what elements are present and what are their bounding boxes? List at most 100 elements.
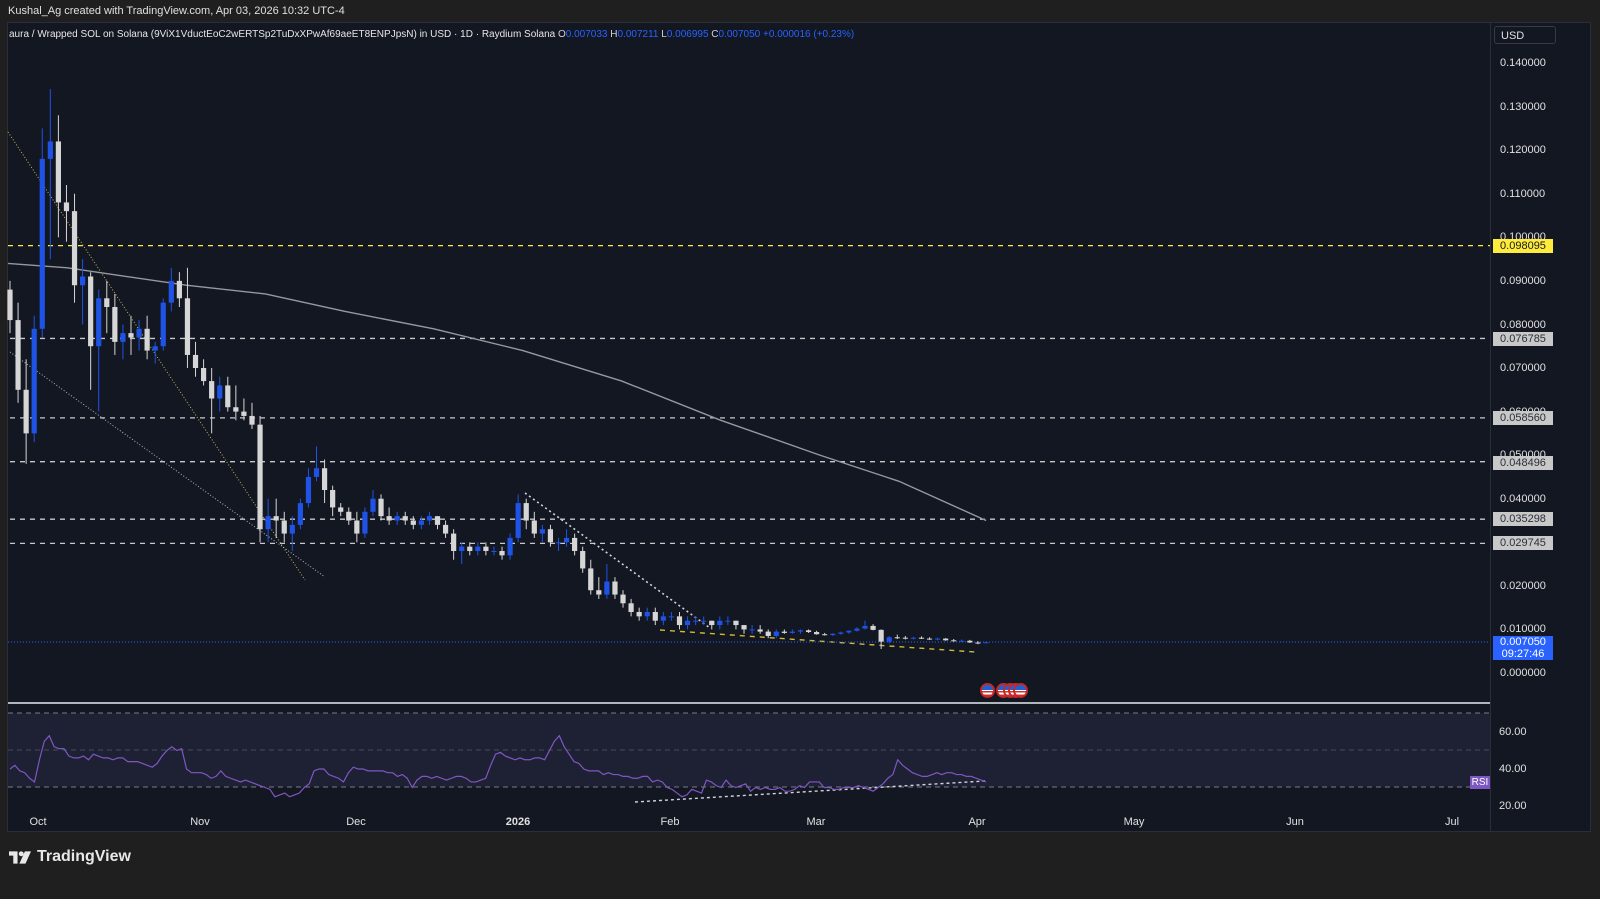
candle-bullish[interactable]: [910, 637, 917, 639]
candle-bullish[interactable]: [838, 632, 844, 634]
candle-bullish[interactable]: [797, 630, 804, 632]
candle-bearish[interactable]: [128, 333, 134, 338]
candle-bearish[interactable]: [225, 385, 231, 408]
candle-bearish[interactable]: [894, 637, 900, 639]
candle-bullish[interactable]: [459, 546, 465, 552]
candle-bullish[interactable]: [515, 503, 521, 538]
candle-bearish[interactable]: [467, 546, 473, 552]
candle-bearish[interactable]: [184, 298, 191, 355]
level-tag[interactable]: 0.048496: [1493, 456, 1553, 470]
candle-bearish[interactable]: [596, 590, 602, 595]
candle-bullish[interactable]: [96, 298, 102, 347]
candle-bullish[interactable]: [297, 503, 303, 525]
candle-bearish[interactable]: [434, 516, 441, 525]
candle-bearish[interactable]: [7, 289, 13, 321]
trendline-yellow-steep[interactable]: [7, 131, 306, 581]
candle-bearish[interactable]: [636, 612, 642, 617]
candle-bullish[interactable]: [305, 476, 312, 504]
candle-bullish[interactable]: [789, 631, 796, 633]
rsi-badge[interactable]: RSI: [1470, 776, 1490, 789]
candle-bearish[interactable]: [281, 520, 287, 534]
candle-bearish[interactable]: [200, 368, 207, 382]
us-flag-event-icon[interactable]: [1013, 683, 1028, 698]
candle-bearish[interactable]: [71, 211, 78, 286]
level-tag-yellow[interactable]: 0.098095: [1493, 239, 1553, 253]
candle-bearish[interactable]: [378, 498, 384, 517]
candle-bullish[interactable]: [120, 333, 126, 342]
candle-bearish[interactable]: [346, 511, 352, 521]
candle-bearish[interactable]: [822, 634, 828, 636]
candle-bearish[interactable]: [104, 298, 110, 308]
candle-bearish[interactable]: [531, 520, 537, 534]
candle-bearish[interactable]: [176, 280, 182, 299]
candle-bearish[interactable]: [410, 520, 416, 525]
candle-bearish[interactable]: [209, 381, 215, 399]
candle-bullish[interactable]: [555, 542, 562, 544]
level-tag[interactable]: 0.058560: [1493, 411, 1553, 425]
trendline-yellow-support[interactable]: [659, 629, 976, 653]
trendlines[interactable]: [7, 131, 1490, 803]
candle-bullish[interactable]: [475, 546, 481, 552]
tradingview-logo[interactable]: TradingView: [9, 848, 131, 866]
candle-bullish[interactable]: [749, 629, 755, 631]
candle-bullish[interactable]: [362, 511, 368, 534]
candle-bearish[interactable]: [628, 603, 634, 613]
candle-bearish[interactable]: [781, 631, 787, 633]
candle-bearish[interactable]: [918, 637, 925, 639]
candle-bullish[interactable]: [693, 620, 699, 622]
candle-bullish[interactable]: [152, 346, 158, 351]
rsi-line[interactable]: [9, 734, 987, 798]
candle-bullish[interactable]: [217, 385, 223, 399]
candle-bearish[interactable]: [902, 637, 908, 639]
candle-bullish[interactable]: [370, 498, 376, 512]
candle-bullish[interactable]: [426, 516, 433, 521]
level-tag[interactable]: 0.076785: [1493, 332, 1553, 346]
candle-bullish[interactable]: [983, 642, 989, 644]
candle-bearish[interactable]: [588, 568, 594, 591]
candle-bearish[interactable]: [273, 516, 279, 521]
candle-bullish[interactable]: [701, 620, 707, 622]
candle-bearish[interactable]: [741, 625, 747, 630]
candle-bearish[interactable]: [580, 551, 586, 569]
candle-bearish[interactable]: [547, 529, 554, 543]
candle-bullish[interactable]: [959, 640, 965, 642]
candle-bearish[interactable]: [733, 620, 739, 626]
candle-bullish[interactable]: [644, 612, 650, 617]
candle-bullish[interactable]: [830, 633, 836, 636]
candle-bullish[interactable]: [539, 529, 545, 534]
candle-bullish[interactable]: [563, 537, 570, 543]
candle-bearish[interactable]: [338, 507, 344, 512]
candle-bearish[interactable]: [321, 468, 328, 491]
trendline-white-lower[interactable]: [9, 351, 326, 578]
candle-bearish[interactable]: [757, 629, 763, 632]
candle-bearish[interactable]: [676, 616, 683, 626]
candle-bearish[interactable]: [249, 415, 255, 425]
candle-bullish[interactable]: [31, 328, 37, 434]
candle-bullish[interactable]: [660, 616, 666, 621]
candle-bullish[interactable]: [491, 551, 497, 553]
candle-bearish[interactable]: [967, 640, 973, 643]
candle-bullish[interactable]: [313, 468, 320, 477]
candle-bearish[interactable]: [572, 537, 578, 552]
candle-bullish[interactable]: [717, 620, 723, 626]
candle-bullish[interactable]: [725, 620, 731, 622]
rsi-trendline[interactable]: [634, 780, 986, 803]
trendline-white-dotted-resistance[interactable]: [524, 492, 711, 629]
symbol-legend[interactable]: aura / Wrapped SOL on Solana (9ViX1Vduct…: [9, 29, 854, 40]
candle-bearish[interactable]: [878, 629, 884, 642]
candle-bullish[interactable]: [862, 625, 868, 629]
candle-bearish[interactable]: [870, 625, 876, 630]
candle-bearish[interactable]: [951, 640, 957, 642]
candle-bullish[interactable]: [39, 158, 45, 329]
candle-bearish[interactable]: [354, 520, 360, 534]
candle-bullish[interactable]: [507, 537, 513, 556]
candle-bullish[interactable]: [289, 524, 295, 534]
candle-bearish[interactable]: [499, 551, 505, 556]
us-flag-event-icon[interactable]: [980, 683, 995, 698]
candle-bearish[interactable]: [241, 411, 247, 416]
candle-bullish[interactable]: [160, 302, 166, 347]
candle-bullish[interactable]: [854, 628, 860, 631]
candle-bullish[interactable]: [265, 516, 271, 530]
candle-bullish[interactable]: [886, 637, 892, 642]
candle-bearish[interactable]: [63, 202, 70, 212]
